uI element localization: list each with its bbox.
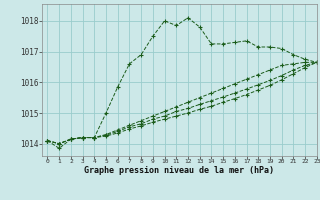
- X-axis label: Graphe pression niveau de la mer (hPa): Graphe pression niveau de la mer (hPa): [84, 166, 274, 175]
